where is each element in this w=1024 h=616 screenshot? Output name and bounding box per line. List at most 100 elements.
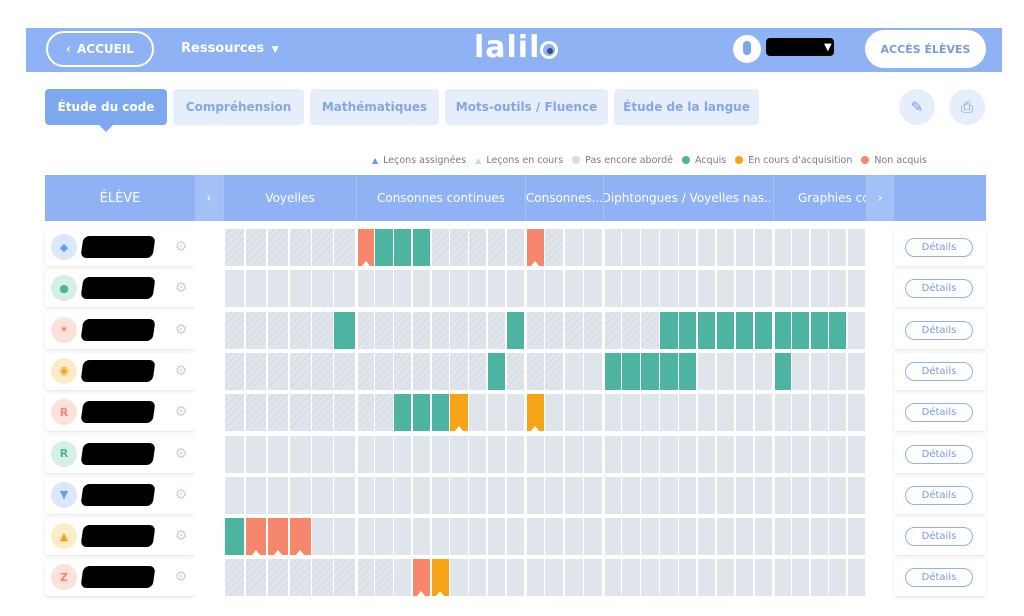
lesson-cell[interactable] (290, 476, 311, 514)
lesson-cell[interactable] (622, 476, 640, 514)
lesson-cell[interactable] (604, 311, 621, 349)
lesson-cell[interactable] (584, 311, 602, 349)
lesson-cell[interactable] (290, 352, 311, 390)
lesson-cell[interactable] (774, 518, 791, 556)
lesson-cell[interactable] (469, 518, 487, 556)
lesson-cell[interactable] (735, 270, 754, 308)
lesson-cell[interactable] (334, 476, 355, 514)
lesson-cell[interactable] (431, 311, 449, 349)
lesson-cell[interactable] (564, 352, 583, 390)
lesson-cell[interactable] (545, 270, 563, 308)
lesson-cell[interactable] (660, 270, 678, 308)
lesson-cell[interactable] (312, 435, 333, 473)
lesson-cell[interactable] (506, 394, 524, 432)
lesson-cell[interactable] (357, 394, 374, 432)
lesson-cell[interactable] (697, 311, 716, 349)
lesson-cell[interactable] (716, 394, 735, 432)
lesson-cell[interactable] (290, 311, 311, 349)
student-cell[interactable]: ✶ ⚙ (45, 311, 195, 349)
lesson-cell[interactable] (660, 311, 678, 349)
lesson-cell[interactable] (526, 352, 544, 390)
lesson-cell[interactable] (792, 311, 810, 349)
lesson-cell[interactable] (697, 229, 716, 266)
lesson-cell[interactable] (450, 559, 468, 597)
lesson-cell[interactable] (267, 559, 289, 597)
lesson-cell[interactable] (290, 394, 311, 432)
lesson-cell[interactable] (735, 352, 754, 390)
lesson-cell[interactable] (469, 394, 487, 432)
user-name-redacted[interactable] (766, 38, 834, 56)
lesson-cell[interactable] (506, 476, 524, 514)
lesson-cell[interactable] (450, 518, 468, 556)
lesson-cell[interactable] (604, 435, 621, 473)
lesson-cell[interactable] (847, 476, 865, 514)
lesson-cell[interactable] (829, 559, 847, 597)
lesson-cell[interactable] (334, 518, 355, 556)
tab-comprehension[interactable]: Compréhension (173, 89, 304, 125)
lesson-cell[interactable] (754, 270, 772, 308)
lesson-cell[interactable] (564, 435, 583, 473)
lesson-cell[interactable] (679, 559, 697, 597)
details-button[interactable]: Détails (905, 485, 973, 505)
lesson-cell[interactable] (641, 435, 659, 473)
lesson-cell[interactable] (754, 476, 772, 514)
lesson-cell[interactable] (622, 270, 640, 308)
lesson-cell[interactable] (545, 352, 563, 390)
lesson-cell[interactable] (487, 229, 506, 266)
lesson-cell[interactable] (641, 229, 659, 266)
lesson-cell[interactable] (334, 559, 355, 597)
details-button[interactable]: Détails (905, 320, 973, 340)
lesson-cell[interactable] (660, 435, 678, 473)
lesson-cell[interactable] (679, 518, 697, 556)
lesson-cell[interactable] (394, 270, 412, 308)
lesson-cell[interactable] (545, 435, 563, 473)
lesson-cell[interactable] (622, 435, 640, 473)
details-button[interactable]: Détails (905, 279, 973, 299)
lesson-cell[interactable] (526, 394, 544, 432)
lesson-cell[interactable] (716, 476, 735, 514)
lesson-cell[interactable] (469, 270, 487, 308)
lesson-cell[interactable] (716, 352, 735, 390)
lesson-cell[interactable] (412, 435, 431, 473)
gear-icon[interactable]: ⚙ (174, 486, 188, 503)
lesson-cell[interactable] (412, 311, 431, 349)
lesson-cell[interactable] (267, 476, 289, 514)
print-button[interactable]: ⎙ (949, 89, 985, 125)
lesson-cell[interactable] (526, 229, 544, 266)
lesson-cell[interactable] (450, 311, 468, 349)
lesson-cell[interactable] (697, 435, 716, 473)
lesson-cell[interactable] (792, 270, 810, 308)
gear-icon[interactable]: ⚙ (174, 404, 188, 421)
lesson-cell[interactable] (847, 435, 865, 473)
details-button[interactable]: Détails (905, 527, 973, 547)
lesson-cell[interactable] (375, 352, 393, 390)
lesson-cell[interactable] (660, 394, 678, 432)
lesson-cell[interactable] (660, 518, 678, 556)
gear-icon[interactable]: ⚙ (174, 445, 188, 462)
lesson-cell[interactable] (245, 559, 267, 597)
lesson-cell[interactable] (224, 518, 245, 556)
student-cell[interactable]: ● ⚙ (45, 270, 195, 308)
lesson-cell[interactable] (754, 559, 772, 597)
lesson-cell[interactable] (357, 311, 374, 349)
lesson-cell[interactable] (357, 518, 374, 556)
lesson-cell[interactable] (312, 559, 333, 597)
lesson-cell[interactable] (267, 270, 289, 308)
lesson-cell[interactable] (431, 352, 449, 390)
lesson-cell[interactable] (450, 435, 468, 473)
lesson-cell[interactable] (450, 394, 468, 432)
lesson-cell[interactable] (469, 311, 487, 349)
lesson-cell[interactable] (584, 394, 602, 432)
lesson-cell[interactable] (584, 559, 602, 597)
user-avatar[interactable] (733, 35, 761, 63)
student-cell[interactable]: ▲ ⚙ (45, 518, 195, 556)
lesson-cell[interactable] (697, 518, 716, 556)
lesson-cell[interactable] (847, 518, 865, 556)
lesson-cell[interactable] (754, 311, 772, 349)
gear-icon[interactable]: ⚙ (174, 239, 188, 255)
lesson-cell[interactable] (224, 352, 245, 390)
lesson-cell[interactable] (792, 476, 810, 514)
lesson-cell[interactable] (810, 311, 828, 349)
lesson-cell[interactable] (679, 229, 697, 266)
lesson-cell[interactable] (774, 559, 791, 597)
